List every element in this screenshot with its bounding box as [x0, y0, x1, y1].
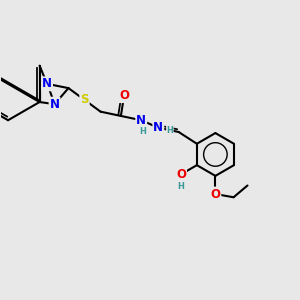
Text: N: N: [136, 114, 146, 127]
Text: N: N: [42, 77, 52, 90]
Text: H: H: [167, 126, 173, 135]
Text: S: S: [80, 93, 89, 106]
Text: N: N: [50, 98, 59, 111]
Text: H: H: [139, 127, 146, 136]
Text: O: O: [210, 188, 220, 200]
Text: H: H: [177, 182, 184, 191]
Text: N: N: [153, 121, 163, 134]
Text: O: O: [119, 89, 129, 102]
Text: O: O: [176, 168, 186, 181]
